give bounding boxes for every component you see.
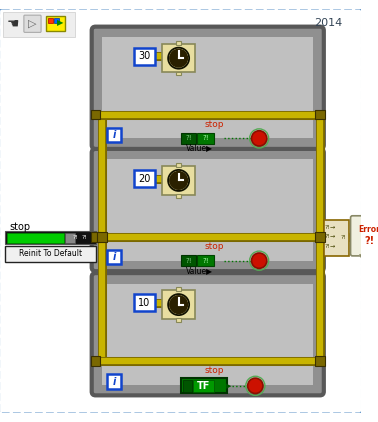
Text: ?!: ?! <box>202 135 209 141</box>
Text: ▶: ▶ <box>226 383 231 389</box>
FancyBboxPatch shape <box>350 216 378 256</box>
Text: ?!: ?! <box>202 258 209 264</box>
Bar <box>107 250 121 265</box>
Text: 30: 30 <box>138 51 150 61</box>
FancyBboxPatch shape <box>24 15 41 32</box>
Bar <box>65 233 74 243</box>
Bar <box>134 294 155 311</box>
Circle shape <box>168 294 189 315</box>
Text: ?!: ?! <box>73 235 79 240</box>
Bar <box>5 246 96 262</box>
Bar <box>107 374 121 389</box>
Bar <box>324 219 349 256</box>
Text: ▷: ▷ <box>28 19 37 29</box>
Bar <box>181 133 196 144</box>
Circle shape <box>248 378 263 393</box>
Bar <box>54 18 59 23</box>
Bar <box>176 318 181 322</box>
Bar <box>193 380 214 392</box>
Bar <box>176 163 181 167</box>
Bar <box>315 232 325 241</box>
Bar <box>46 16 65 31</box>
Bar <box>102 160 313 261</box>
Bar <box>197 255 214 266</box>
Text: i: i <box>113 376 116 387</box>
Text: 10: 10 <box>138 298 150 308</box>
Text: 2014: 2014 <box>314 18 342 28</box>
Bar <box>134 48 155 65</box>
FancyBboxPatch shape <box>92 149 324 271</box>
Bar <box>315 356 325 366</box>
Bar <box>176 72 181 76</box>
Circle shape <box>168 170 189 191</box>
Text: ?!: ?! <box>82 235 88 240</box>
Circle shape <box>168 48 189 69</box>
Bar <box>102 37 313 138</box>
Text: Value▶: Value▶ <box>186 266 214 275</box>
Circle shape <box>169 171 188 190</box>
Text: 20: 20 <box>138 173 150 184</box>
Bar <box>315 110 325 119</box>
Bar <box>7 233 64 243</box>
Circle shape <box>251 253 267 268</box>
Text: Error: Error <box>359 225 378 234</box>
Circle shape <box>169 295 188 314</box>
Text: stop: stop <box>205 366 224 375</box>
Text: ▶: ▶ <box>57 18 64 27</box>
Circle shape <box>251 131 267 146</box>
Text: stop: stop <box>205 242 224 251</box>
Bar <box>91 232 100 241</box>
FancyBboxPatch shape <box>92 27 324 149</box>
Bar <box>163 166 195 195</box>
Bar <box>176 41 181 45</box>
Polygon shape <box>360 255 368 262</box>
Text: Reinit To Default: Reinit To Default <box>19 249 82 259</box>
Text: Value▶: Value▶ <box>186 143 214 152</box>
Bar <box>176 287 181 291</box>
Bar <box>107 128 121 142</box>
FancyBboxPatch shape <box>92 273 324 395</box>
Text: ?!: ?! <box>365 235 375 246</box>
Bar <box>181 255 196 266</box>
FancyBboxPatch shape <box>0 8 362 414</box>
Bar <box>163 290 195 319</box>
Text: ☚: ☚ <box>7 18 20 32</box>
Text: ?!→: ?!→ <box>325 244 336 249</box>
Bar <box>5 231 96 244</box>
Bar <box>48 18 53 23</box>
Bar <box>197 133 214 144</box>
Text: ?!→: ?!→ <box>325 225 336 230</box>
Circle shape <box>169 49 188 68</box>
Text: stop: stop <box>205 119 224 129</box>
Bar <box>176 194 181 197</box>
Text: ?!: ?! <box>185 258 192 264</box>
Bar <box>134 170 155 187</box>
Text: ?!: ?! <box>341 235 347 240</box>
Bar <box>3 12 74 37</box>
Text: ?!→: ?!→ <box>325 234 336 239</box>
Bar <box>181 378 227 393</box>
Text: i: i <box>113 130 116 140</box>
Bar <box>183 380 192 392</box>
Bar <box>102 284 313 385</box>
Bar <box>163 44 195 73</box>
Text: ?!: ?! <box>185 135 192 141</box>
Text: i: i <box>113 252 116 262</box>
Bar <box>91 110 100 119</box>
Bar <box>91 356 100 366</box>
Text: stop: stop <box>9 222 31 232</box>
Bar <box>98 232 107 241</box>
Text: TF: TF <box>197 381 211 391</box>
